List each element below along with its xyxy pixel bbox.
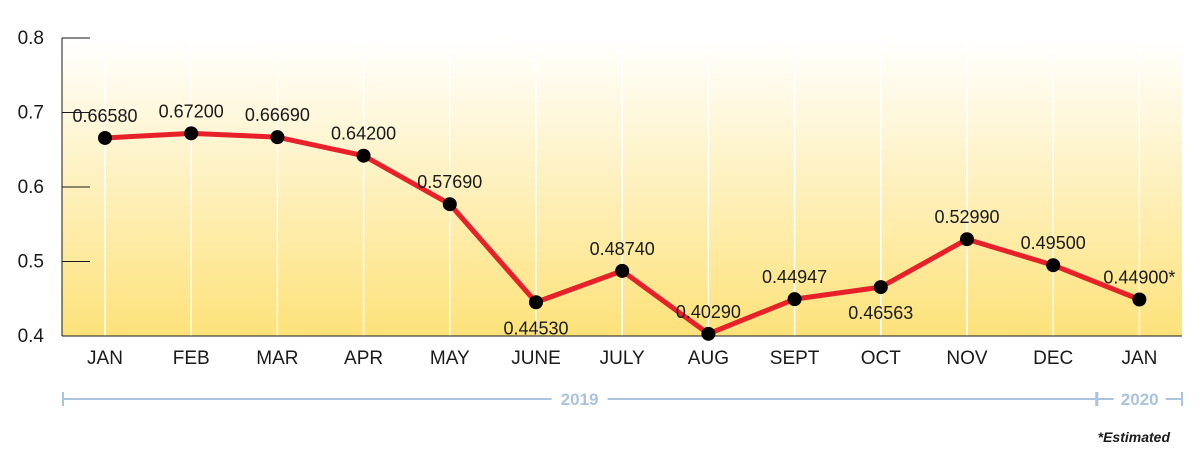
year-brackets: 2019 2020 — [62, 390, 1183, 409]
data-point — [442, 197, 457, 212]
x-tick-label: JULY — [600, 348, 645, 369]
data-label: 0.67200 — [159, 101, 224, 121]
data-point — [960, 232, 974, 247]
y-axis: 0.4 0.5 0.6 0.7 0.8 — [18, 28, 90, 347]
data-point — [184, 126, 199, 141]
data-label: 0.44947 — [762, 267, 827, 287]
x-tick-label: JAN — [1121, 348, 1157, 369]
x-tick-label: JUNE — [511, 348, 561, 369]
data-label: 0.44530 — [503, 318, 568, 338]
y-tick-label: 0.5 — [18, 252, 44, 273]
data-point — [270, 130, 285, 145]
data-label: 0.57690 — [417, 172, 482, 192]
data-labels: 0.66580 0.67200 0.66690 0.64200 0.57690 0.445… — [72, 101, 1175, 338]
data-label: 0.52990 — [934, 207, 999, 227]
year-label: 2020 — [1121, 390, 1159, 409]
data-label: 0.64200 — [331, 124, 396, 144]
x-tick-label: OCT — [861, 348, 902, 369]
data-points — [98, 126, 1147, 341]
data-point — [787, 292, 802, 307]
x-tick-label: AUG — [688, 348, 729, 369]
data-label: 0.44900* — [1103, 267, 1175, 287]
footnote: *Estimated — [1098, 429, 1171, 445]
data-point — [615, 263, 630, 278]
data-label: 0.46563 — [848, 303, 913, 323]
data-point — [873, 280, 888, 295]
y-tick-label: 0.4 — [18, 326, 45, 347]
y-tick-label: 0.7 — [18, 103, 44, 124]
x-tick-label: MAY — [430, 348, 470, 369]
data-label: 0.66580 — [72, 106, 137, 126]
data-label: 0.49500 — [1021, 233, 1086, 253]
data-point — [98, 130, 112, 145]
x-tick-label: APR — [344, 348, 383, 369]
x-tick-label: MAR — [256, 348, 298, 369]
data-point — [356, 148, 371, 163]
x-axis: JAN FEB MAR APR MAY JUNE JULY AUG SEPT OCT NOV DEC J… — [62, 335, 1182, 369]
data-point — [1046, 258, 1061, 273]
x-tick-label: DEC — [1033, 348, 1073, 369]
y-tick-label: 0.8 — [18, 28, 44, 49]
data-point — [529, 295, 543, 310]
x-tick-label: FEB — [173, 348, 210, 369]
data-label: 0.48740 — [590, 239, 655, 259]
data-label: 0.40290 — [676, 302, 741, 322]
year-label: 2019 — [561, 390, 599, 409]
x-tick-label: NOV — [946, 348, 988, 369]
x-tick-label: SEPT — [770, 348, 820, 369]
data-label: 0.66690 — [245, 105, 310, 125]
x-tick-label: JAN — [87, 348, 123, 369]
data-point — [1132, 292, 1147, 307]
data-point — [701, 326, 716, 341]
y-tick-label: 0.6 — [18, 177, 44, 198]
